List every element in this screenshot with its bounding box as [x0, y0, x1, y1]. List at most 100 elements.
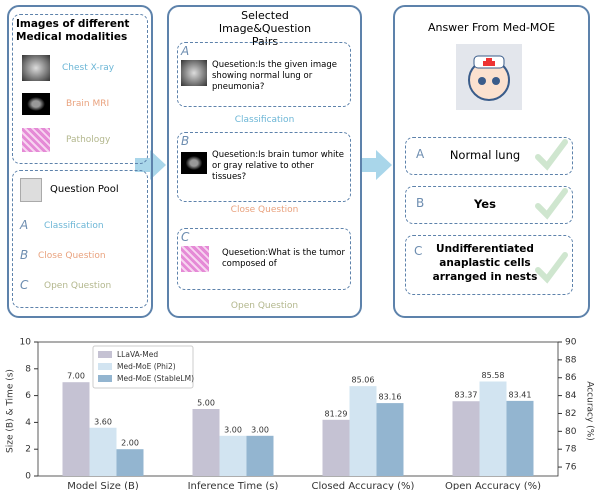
letter: B	[181, 134, 190, 148]
answer-box	[405, 186, 573, 224]
letter: A	[181, 44, 190, 58]
legend-label: Med-MoE (StableLM)	[117, 374, 194, 383]
letter: B	[416, 196, 425, 210]
letter: A	[416, 147, 425, 161]
arrows	[135, 150, 392, 180]
type-label: Open Question	[44, 281, 112, 291]
value-label: 85.58	[482, 371, 505, 380]
y-tick-label: 4	[25, 418, 31, 428]
panel	[167, 5, 362, 318]
plot-frame	[37, 341, 559, 477]
arrow	[135, 150, 166, 180]
pair-box	[177, 42, 351, 107]
value-label: 81.29	[325, 409, 348, 418]
avatar-cross	[483, 58, 495, 66]
chart: Size (B) & Time (s) Accuracy (%) 0 2 4 6 8 10…	[6, 338, 595, 490]
xray-image	[181, 60, 207, 86]
arrow	[360, 150, 392, 180]
y2-tick-label: 90	[565, 338, 577, 348]
y-tick-label: 8	[25, 364, 31, 374]
panel-title: Selected Image&Question Pairs	[218, 9, 312, 48]
y-tick-label: 2	[25, 445, 31, 455]
bar	[116, 449, 144, 476]
answer: Yes	[474, 197, 496, 211]
panel	[393, 5, 590, 318]
mri-image	[181, 152, 207, 174]
y-tick-label: 6	[25, 391, 31, 401]
type-label: Open Question	[230, 301, 299, 311]
value-label: 83.16	[379, 393, 402, 402]
type-label: Classification	[44, 221, 104, 231]
pathology-image	[181, 246, 209, 272]
type-label: Close Question	[38, 251, 106, 261]
y2-tick-label: 84	[565, 391, 577, 401]
y2-tick-label: 78	[565, 445, 577, 455]
bar	[62, 382, 90, 476]
bar	[192, 409, 220, 476]
y-tick-label: 10	[20, 338, 32, 348]
checks	[535, 139, 568, 284]
question: Quesetion:What is the tumor composed of	[222, 248, 345, 269]
letter: B	[20, 248, 29, 262]
y-axis-label: Size (B) & Time (s)	[6, 369, 16, 453]
value-label: 7.00	[67, 372, 85, 381]
bar	[89, 427, 117, 476]
x-tick-label: Closed Accuracy (%)	[312, 481, 415, 490]
panel	[7, 5, 153, 318]
check	[535, 252, 568, 284]
bar	[506, 400, 534, 476]
x-tick-label: Inference Time (s)	[188, 481, 279, 490]
answer: Undifferentiated anaplastic cells arrang…	[432, 243, 538, 283]
value-label: 5.00	[197, 399, 215, 408]
type-label: Classification	[234, 115, 295, 125]
letter: C	[181, 230, 190, 244]
modality-label: Brain MRI	[66, 99, 110, 109]
bar	[322, 419, 350, 476]
y2-tick-label: 80	[565, 427, 577, 437]
modality-label: Chest X-ray	[62, 63, 115, 73]
legend-label: Med-MoE (Phi2)	[117, 362, 176, 371]
pool-title: Question Pool	[50, 184, 119, 195]
y-tick-label: 0	[25, 472, 31, 482]
y2-tick-label: 88	[565, 355, 577, 365]
letter: A	[20, 218, 29, 232]
pair-box	[177, 228, 351, 290]
avatar-eye	[478, 77, 486, 85]
question: Quesetion:Is the given image showing nor…	[212, 60, 337, 92]
bar	[376, 403, 404, 476]
y2-tick-label: 86	[565, 373, 577, 383]
value-label: 85.06	[352, 376, 375, 385]
value-label: 3.00	[224, 425, 242, 434]
legend-box	[92, 345, 194, 389]
bar	[219, 435, 247, 476]
legend-swatch	[98, 363, 112, 370]
x-tick-label: Model Size (B)	[67, 481, 139, 490]
question: Quesetion:Is brain tumor white or gray r…	[212, 150, 344, 182]
check	[535, 139, 568, 171]
answer-box	[405, 235, 573, 295]
legend-label: LLaVA-Med	[117, 350, 158, 359]
avatar	[456, 44, 522, 110]
y2-tick-label: 76	[565, 463, 577, 473]
pathology-image	[22, 128, 50, 152]
bar	[349, 386, 377, 476]
value-label: 3.00	[251, 425, 269, 434]
modality-label: Pathology	[66, 135, 111, 145]
legend-swatch	[98, 351, 112, 358]
xray-image	[22, 55, 50, 81]
value-label: 83.41	[509, 390, 532, 399]
bar	[452, 401, 480, 476]
y2-axis-label: Accuracy (%)	[585, 381, 595, 441]
mri-image	[22, 93, 50, 115]
answer: Normal lung	[449, 148, 521, 162]
bar	[246, 435, 274, 476]
value-label: 2.00	[121, 439, 139, 448]
pool-icon	[20, 178, 42, 202]
panel-title: Answer From Med-MOE	[427, 21, 556, 34]
box-title: Images of different Medical modalities	[16, 18, 130, 43]
bar	[479, 381, 507, 476]
letter: C	[20, 278, 29, 292]
value-label: 83.37	[455, 391, 478, 400]
type-label: Close Question	[230, 205, 299, 215]
